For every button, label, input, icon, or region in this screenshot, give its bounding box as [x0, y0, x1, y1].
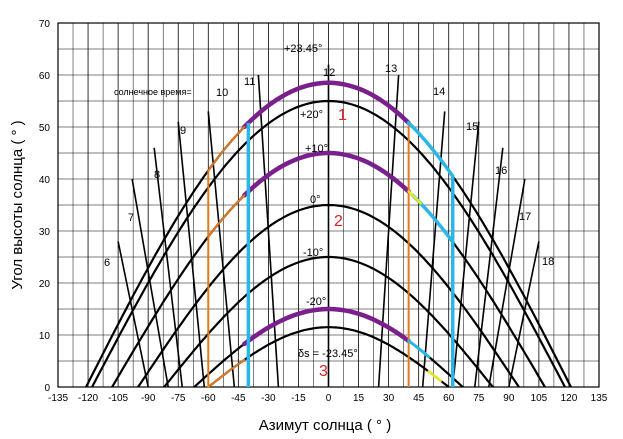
hour-label-8: 8 — [154, 169, 160, 181]
x-tick-label: 135 — [591, 393, 608, 404]
x-tick-label: 15 — [353, 393, 365, 404]
y-axis-title: Угол высоты солнца ( ° ) — [9, 120, 26, 289]
hour-line — [488, 178, 526, 388]
orange-left-arc-mid — [207, 194, 246, 238]
x-tick-label: 120 — [561, 393, 578, 404]
y-tick-label: 60 — [39, 71, 51, 82]
decl-label-minus10: -10° — [303, 247, 323, 259]
solar-time-label: солнечное время= — [114, 87, 192, 97]
x-tick-label: 30 — [383, 393, 395, 404]
hour-label-17: 17 — [519, 211, 531, 223]
decl-label-minus23: δs = -23.45° — [298, 348, 358, 360]
decl-label-plus20: +20° — [300, 109, 323, 121]
hour-label-11: 11 — [244, 76, 255, 88]
hour-lines — [117, 64, 540, 388]
x-axis-title: Азимут солнца ( ° ) — [259, 417, 391, 434]
x-tick-label: 105 — [531, 393, 548, 404]
x-tick-label: 0 — [326, 393, 332, 404]
decl-label-plus10: +10° — [305, 143, 328, 155]
y-tick-label: 40 — [39, 175, 51, 186]
cyan-right-arc-bottom — [407, 339, 431, 359]
hour-label-15: 15 — [466, 121, 478, 133]
hour-line — [117, 241, 149, 388]
x-tick-label: -120 — [78, 393, 98, 404]
y-tick-label: 20 — [39, 279, 51, 290]
y-tick-label: 0 — [44, 383, 50, 394]
x-tick-label: -75 — [171, 393, 186, 404]
yellow-accent-bottom — [427, 370, 442, 382]
hour-line — [473, 147, 504, 388]
x-tick-label: -135 — [48, 393, 68, 404]
hour-line — [207, 111, 236, 388]
x-tick-label: -45 — [231, 393, 246, 404]
hour-line — [131, 178, 169, 388]
x-tick-label: 45 — [413, 393, 425, 404]
zone-label-1: 1 — [338, 107, 347, 124]
yellow-accent-mid — [407, 190, 422, 205]
x-tick-label: -30 — [261, 393, 276, 404]
decl-label-zero: 0° — [310, 194, 321, 206]
cyan-right-arc-top — [406, 121, 455, 178]
y-tick-label: 70 — [39, 19, 51, 30]
hour-line — [257, 74, 280, 388]
x-tick-label: 90 — [503, 393, 515, 404]
hour-line — [153, 147, 184, 388]
x-tick-label: -90 — [141, 393, 156, 404]
zone-2-top — [242, 150, 411, 198]
zone-3-top — [242, 306, 411, 347]
y-tick-label: 30 — [39, 227, 51, 238]
hour-line — [177, 121, 206, 388]
x-tick-label: -105 — [108, 393, 128, 404]
zone-1-top — [242, 80, 411, 130]
decl-label-minus20: -20° — [306, 296, 326, 308]
y-tick-label: 50 — [39, 123, 51, 134]
hour-line — [451, 121, 480, 388]
hour-label-7: 7 — [128, 212, 134, 224]
axis-ticks: -135 -120 -105 -90 -75 -60 -45 -30 -15 0 15 30 45 60 7… — [39, 19, 608, 404]
x-tick-label: -60 — [201, 393, 216, 404]
decl-label-plus23: +23.45° — [284, 43, 322, 55]
hour-line — [377, 74, 400, 388]
hour-label-14: 14 — [433, 86, 445, 98]
hour-label-9: 9 — [180, 125, 186, 137]
hour-label-13: 13 — [385, 63, 397, 75]
x-tick-label: 75 — [473, 393, 485, 404]
orange-left-arc-bottom — [207, 358, 246, 388]
x-tick-label: 60 — [443, 393, 455, 404]
highlighted-zones — [207, 80, 455, 388]
x-tick-label: -15 — [291, 393, 306, 404]
y-tick-label: 10 — [39, 331, 51, 342]
zone-label-3: 3 — [319, 363, 328, 380]
hour-label-18: 18 — [542, 256, 554, 268]
orange-left-arc-top — [207, 125, 246, 172]
zone-label-2: 2 — [334, 213, 343, 230]
hour-line — [508, 241, 540, 388]
hour-label-6: 6 — [104, 257, 110, 269]
hour-label-16: 16 — [495, 165, 507, 177]
hour-label-12: 12 — [323, 67, 335, 79]
hour-label-10: 10 — [216, 87, 228, 99]
